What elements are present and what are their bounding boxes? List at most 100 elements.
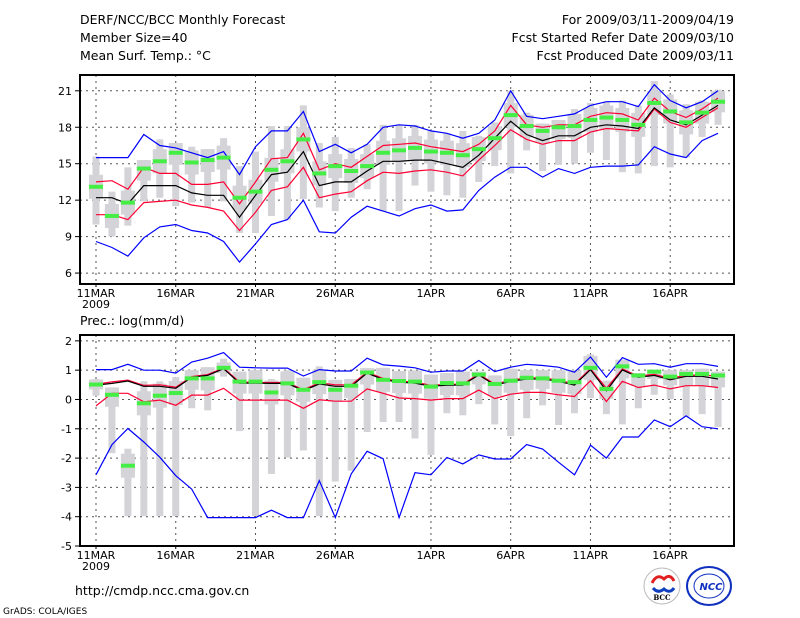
median-marker xyxy=(376,150,391,155)
median-marker xyxy=(232,195,247,200)
median-marker xyxy=(615,117,630,122)
upper-extreme-line xyxy=(96,351,719,379)
upper-extreme-line xyxy=(96,83,719,176)
median-marker xyxy=(487,381,502,386)
ensemble-range-bar xyxy=(172,143,180,207)
ensemble-range-bar xyxy=(220,138,228,202)
median-marker xyxy=(519,375,534,380)
ensemble-range-bar xyxy=(188,146,196,203)
median-marker xyxy=(455,381,470,386)
ncc-logo: NCC xyxy=(686,566,732,606)
ensemble-range-bar xyxy=(299,377,307,451)
ensemble-range-bar xyxy=(108,387,116,454)
lower-spread-line xyxy=(96,107,719,232)
median-marker xyxy=(328,387,343,392)
ensemble-range-bar xyxy=(204,149,212,208)
median-marker xyxy=(184,376,199,381)
y-tick-label: 15 xyxy=(58,158,72,171)
temp-variable-label: Mean Surf. Temp.: °C xyxy=(80,48,211,63)
lower-extreme-line xyxy=(95,132,719,264)
median-marker xyxy=(296,137,311,142)
median-marker xyxy=(136,401,151,406)
median-marker xyxy=(567,124,582,129)
ensemble-mean-line xyxy=(95,367,719,392)
median-marker xyxy=(663,109,678,114)
median-marker xyxy=(631,373,646,378)
median-marker xyxy=(647,100,662,105)
ensemble-range-bar xyxy=(252,370,259,517)
forecast-start-date: Fcst Started Refer Date 2009/03/10 xyxy=(512,30,735,45)
median-marker xyxy=(455,153,470,158)
ensemble-range-bar xyxy=(267,378,275,474)
x-tick-label: 16MAR xyxy=(156,549,195,562)
ensemble-range-bar xyxy=(283,370,291,458)
ensemble-range-bar xyxy=(347,378,355,471)
median-marker xyxy=(200,158,215,163)
median-marker xyxy=(312,171,327,176)
x-year-label: 2009 xyxy=(82,298,110,311)
ensemble-range-bar xyxy=(618,359,626,425)
plot-frame xyxy=(79,74,735,285)
median-marker xyxy=(503,113,518,118)
median-marker xyxy=(519,124,534,129)
median-marker xyxy=(136,166,151,171)
x-tick-label: 1APR xyxy=(417,287,446,300)
ensemble-range-bar xyxy=(475,371,483,405)
median-marker xyxy=(679,371,694,376)
x-tick-label: 16APR xyxy=(652,287,688,300)
ensemble-box xyxy=(519,370,534,390)
ensemble-range-bar xyxy=(124,448,132,517)
ensemble-range-bar xyxy=(395,371,403,423)
median-marker xyxy=(615,364,630,369)
median-marker xyxy=(152,159,167,164)
median-marker xyxy=(535,376,550,381)
ensemble-range-bar xyxy=(363,368,371,433)
median-marker xyxy=(392,148,407,153)
y-tick-label: -2 xyxy=(61,452,72,465)
y-tick-label: 2 xyxy=(65,335,72,348)
y-tick-label: 6 xyxy=(65,267,72,280)
ensemble-range-bar xyxy=(411,370,419,439)
median-marker xyxy=(423,384,438,389)
ensemble-range-bar xyxy=(714,371,722,428)
ensemble-range-bar xyxy=(666,94,674,168)
median-marker xyxy=(663,374,678,379)
plot-frame xyxy=(79,334,735,547)
ensemble-range-bar xyxy=(315,366,323,517)
precipitation-chart: 2 1 0 -1 -2 -3 -4 -5 11MAR 16MAR 21MAR 26MAR 1APR 6AP… xyxy=(61,334,735,573)
median-marker xyxy=(280,159,295,164)
median-marker xyxy=(264,167,279,172)
median-marker xyxy=(104,213,119,218)
y-tick-label: -4 xyxy=(61,511,72,524)
median-marker xyxy=(439,150,454,155)
x-tick-label: 21MAR xyxy=(236,287,275,300)
ensemble-range-bar xyxy=(491,375,499,425)
ensemble-range-bar xyxy=(698,368,706,415)
median-marker xyxy=(535,128,550,133)
x-tick-label: 26MAR xyxy=(316,549,355,562)
ensemble-range-bar xyxy=(331,379,339,482)
ncc-logo-text: NCC xyxy=(699,582,723,593)
median-marker xyxy=(392,379,407,384)
forecast-period: For 2009/03/11-2009/04/19 xyxy=(562,12,734,27)
source-url[interactable]: http://cmdp.ncc.cma.gov.cn xyxy=(75,583,249,598)
median-marker xyxy=(360,370,375,375)
median-marker xyxy=(487,136,502,141)
upper-spread-line xyxy=(95,97,719,205)
ensemble-range-bar xyxy=(507,90,515,174)
ensemble-range-bar xyxy=(650,370,658,395)
ensemble-range-bar xyxy=(395,124,403,212)
x-tick-label: 11MAR xyxy=(77,549,116,562)
y-tick-label: 0 xyxy=(65,393,72,406)
figure-title: DERF/NCC/BCC Monthly Forecast xyxy=(80,12,285,27)
x-tick-label: 26MAR xyxy=(316,287,355,300)
y-tick-label: -1 xyxy=(61,423,72,436)
lower-spread-line xyxy=(95,379,719,409)
y-tick-label: 12 xyxy=(58,194,72,207)
ensemble-range-bar xyxy=(379,124,387,212)
y-tick-label: 18 xyxy=(58,121,72,134)
median-marker xyxy=(168,391,183,396)
ensemble-range-bar xyxy=(618,100,626,173)
median-marker xyxy=(152,393,167,398)
